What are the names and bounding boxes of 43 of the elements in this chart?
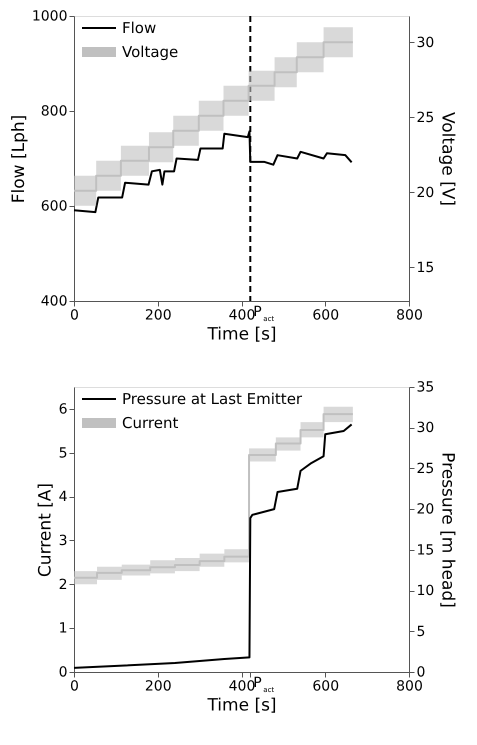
y-tick-label: 0 — [58, 664, 68, 680]
y2-tick-label: 10 — [416, 583, 434, 600]
y2-axis-title: Pressure [m head] — [437, 452, 458, 608]
y-tick-label: 6 — [58, 401, 68, 418]
y2-tick-label: 30 — [416, 34, 434, 51]
x-tick-label: 400 — [228, 308, 256, 324]
y-tick-label: 400 — [40, 294, 68, 310]
y-tick-label: 600 — [40, 198, 68, 214]
x-tick-label: 200 — [144, 308, 172, 324]
y2-tick-label: 30 — [416, 420, 434, 436]
y-axis-title: Flow [Lph] — [8, 114, 29, 204]
x-tick-label: 600 — [312, 678, 340, 694]
y2-tick-label: 20 — [416, 502, 434, 518]
y2-tick-label: 15 — [416, 260, 434, 276]
y2-tick-label: 35 — [416, 380, 434, 396]
y2-tick-label: 25 — [416, 460, 434, 477]
y2-axis-title: Voltage [V] — [437, 112, 458, 206]
y-tick-label: 3 — [58, 532, 68, 549]
legend-label: Flow — [122, 19, 156, 37]
y2-tick-label: 25 — [416, 110, 434, 126]
x-tick-label: 600 — [312, 308, 340, 324]
y-tick-label: 800 — [40, 104, 68, 120]
y-tick-label: 2 — [58, 576, 68, 593]
y2-tick-label: 15 — [416, 542, 434, 558]
y2-tick-label: 0 — [416, 664, 426, 680]
x-tick-label: 0 — [70, 678, 79, 694]
x-axis-title: Time [s] — [206, 696, 277, 716]
x-tick-label: 0 — [70, 308, 79, 324]
y2-tick-label: 5 — [416, 624, 426, 640]
y2-tick-label: 20 — [416, 184, 434, 201]
x-axis-title: Time [s] — [206, 324, 277, 344]
legend-label: Current — [122, 414, 178, 432]
y-tick-label: 1 — [58, 620, 68, 637]
legend-label: Voltage — [122, 43, 178, 61]
y-tick-label: 4 — [58, 489, 68, 506]
x-tick-label: 400 — [228, 678, 256, 694]
legend-label: Pressure at Last Emitter — [122, 390, 303, 408]
x-tick-label: 200 — [144, 678, 172, 694]
y-axis-title: Current [A] — [36, 482, 56, 578]
y-tick-label: 5 — [58, 445, 68, 462]
x-tick-label: 800 — [396, 308, 423, 324]
y-tick-label: 1000 — [32, 8, 68, 24]
x-tick-label: 800 — [396, 678, 423, 694]
